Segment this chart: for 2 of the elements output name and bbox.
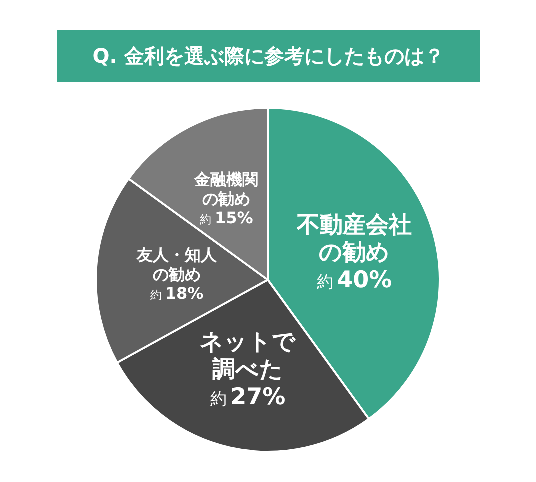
- chart-title: Q. 金利を選ぶ際に参考にしたものは？: [92, 44, 444, 68]
- title: Q. 金利を選ぶ際に参考にしたものは？: [57, 30, 480, 82]
